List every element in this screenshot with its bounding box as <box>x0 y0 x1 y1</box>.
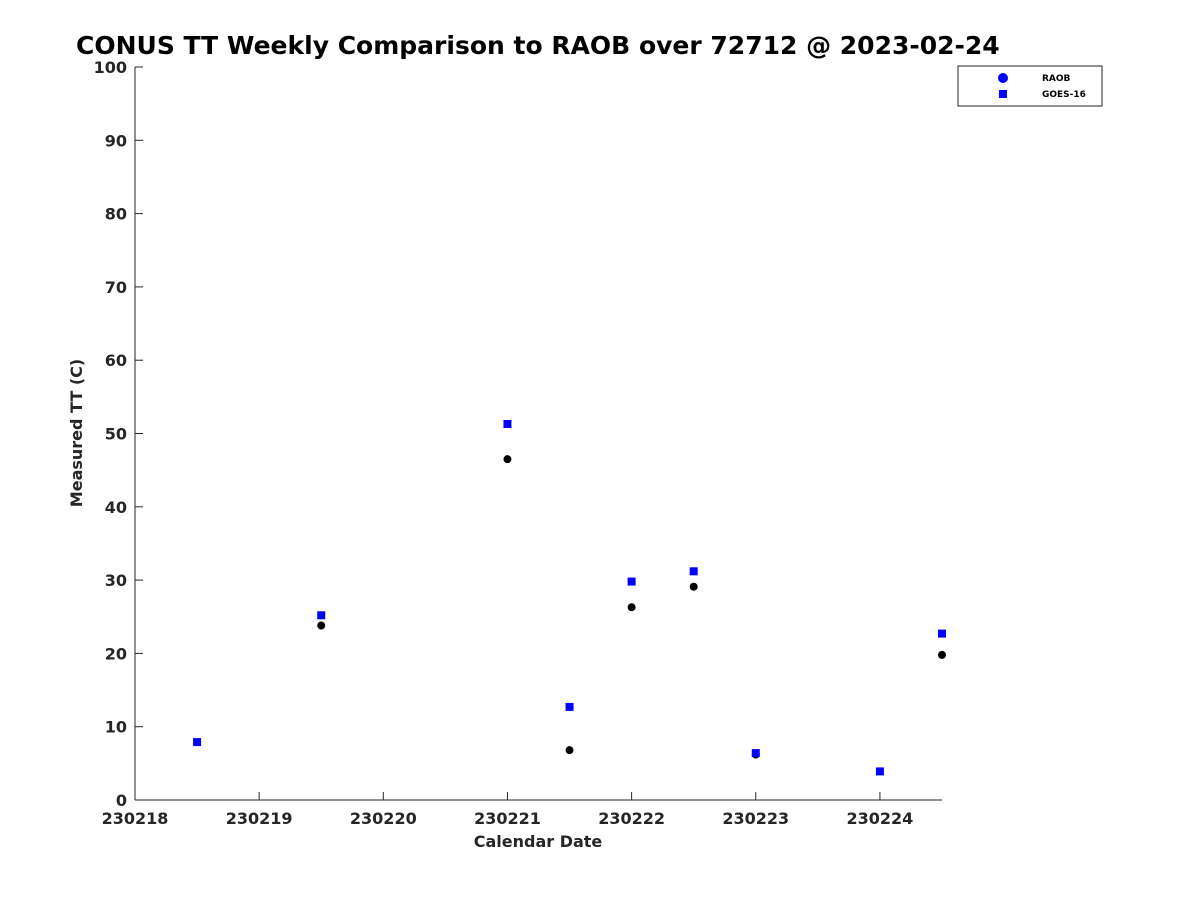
y-tick-label: 50 <box>105 425 127 444</box>
y-tick-label: 10 <box>105 718 127 737</box>
x-tick-label: 230218 <box>102 809 169 828</box>
goes16-point <box>938 629 946 638</box>
goes16-point <box>875 767 884 776</box>
goes16-point <box>193 738 202 747</box>
x-tick-label: 230221 <box>474 809 541 828</box>
y-tick-label: 80 <box>105 205 127 224</box>
goes16-point <box>689 567 698 576</box>
legend-box <box>957 65 1103 107</box>
y-tick-label: 20 <box>105 644 127 663</box>
raob-point <box>317 621 326 630</box>
y-tick-label: 60 <box>105 351 127 370</box>
x-tick-labels: 230218 230219 230220 230221 230222 230223 2302… <box>102 809 914 828</box>
goes16-point <box>317 611 326 620</box>
legend-marker-raob <box>998 73 1008 83</box>
legend-label: GOES-16 <box>1042 90 1086 100</box>
raob-point <box>689 582 698 591</box>
y-axis-label: Measured TT (C) <box>67 359 86 507</box>
y-tick-label: 70 <box>105 278 127 297</box>
goes16-point <box>503 419 512 428</box>
data-points <box>193 419 946 776</box>
x-tick-label: 230224 <box>847 809 914 828</box>
y-tick-label: 90 <box>105 131 127 150</box>
legend-label: RAOB <box>1042 74 1071 84</box>
y-tick-label: 100 <box>94 58 127 77</box>
legend-marker-goes16 <box>999 90 1007 98</box>
axes <box>134 66 942 801</box>
y-tick-label: 40 <box>105 498 127 517</box>
y-tick-label: 0 <box>116 791 127 810</box>
goes16-point <box>565 702 574 711</box>
goes16-point <box>751 749 760 758</box>
legend: RAOB GOES-16 <box>957 65 1103 107</box>
x-axis-label: Calendar Date <box>474 832 603 851</box>
raob-point <box>503 455 512 464</box>
raob-point <box>565 746 574 755</box>
raob-point <box>938 650 946 659</box>
x-tick-label: 230223 <box>722 809 789 828</box>
raob-point <box>627 603 636 612</box>
x-tick-label: 230222 <box>598 809 665 828</box>
y-tick-labels: 0 10 20 30 40 50 60 70 80 90 100 <box>94 58 127 810</box>
chart-title: CONUS TT Weekly Comparison to RAOB over … <box>76 31 1000 60</box>
x-tick-label: 230220 <box>350 809 417 828</box>
y-tick-label: 30 <box>105 571 127 590</box>
x-tick-label: 230219 <box>226 809 293 828</box>
goes16-point <box>627 577 636 586</box>
